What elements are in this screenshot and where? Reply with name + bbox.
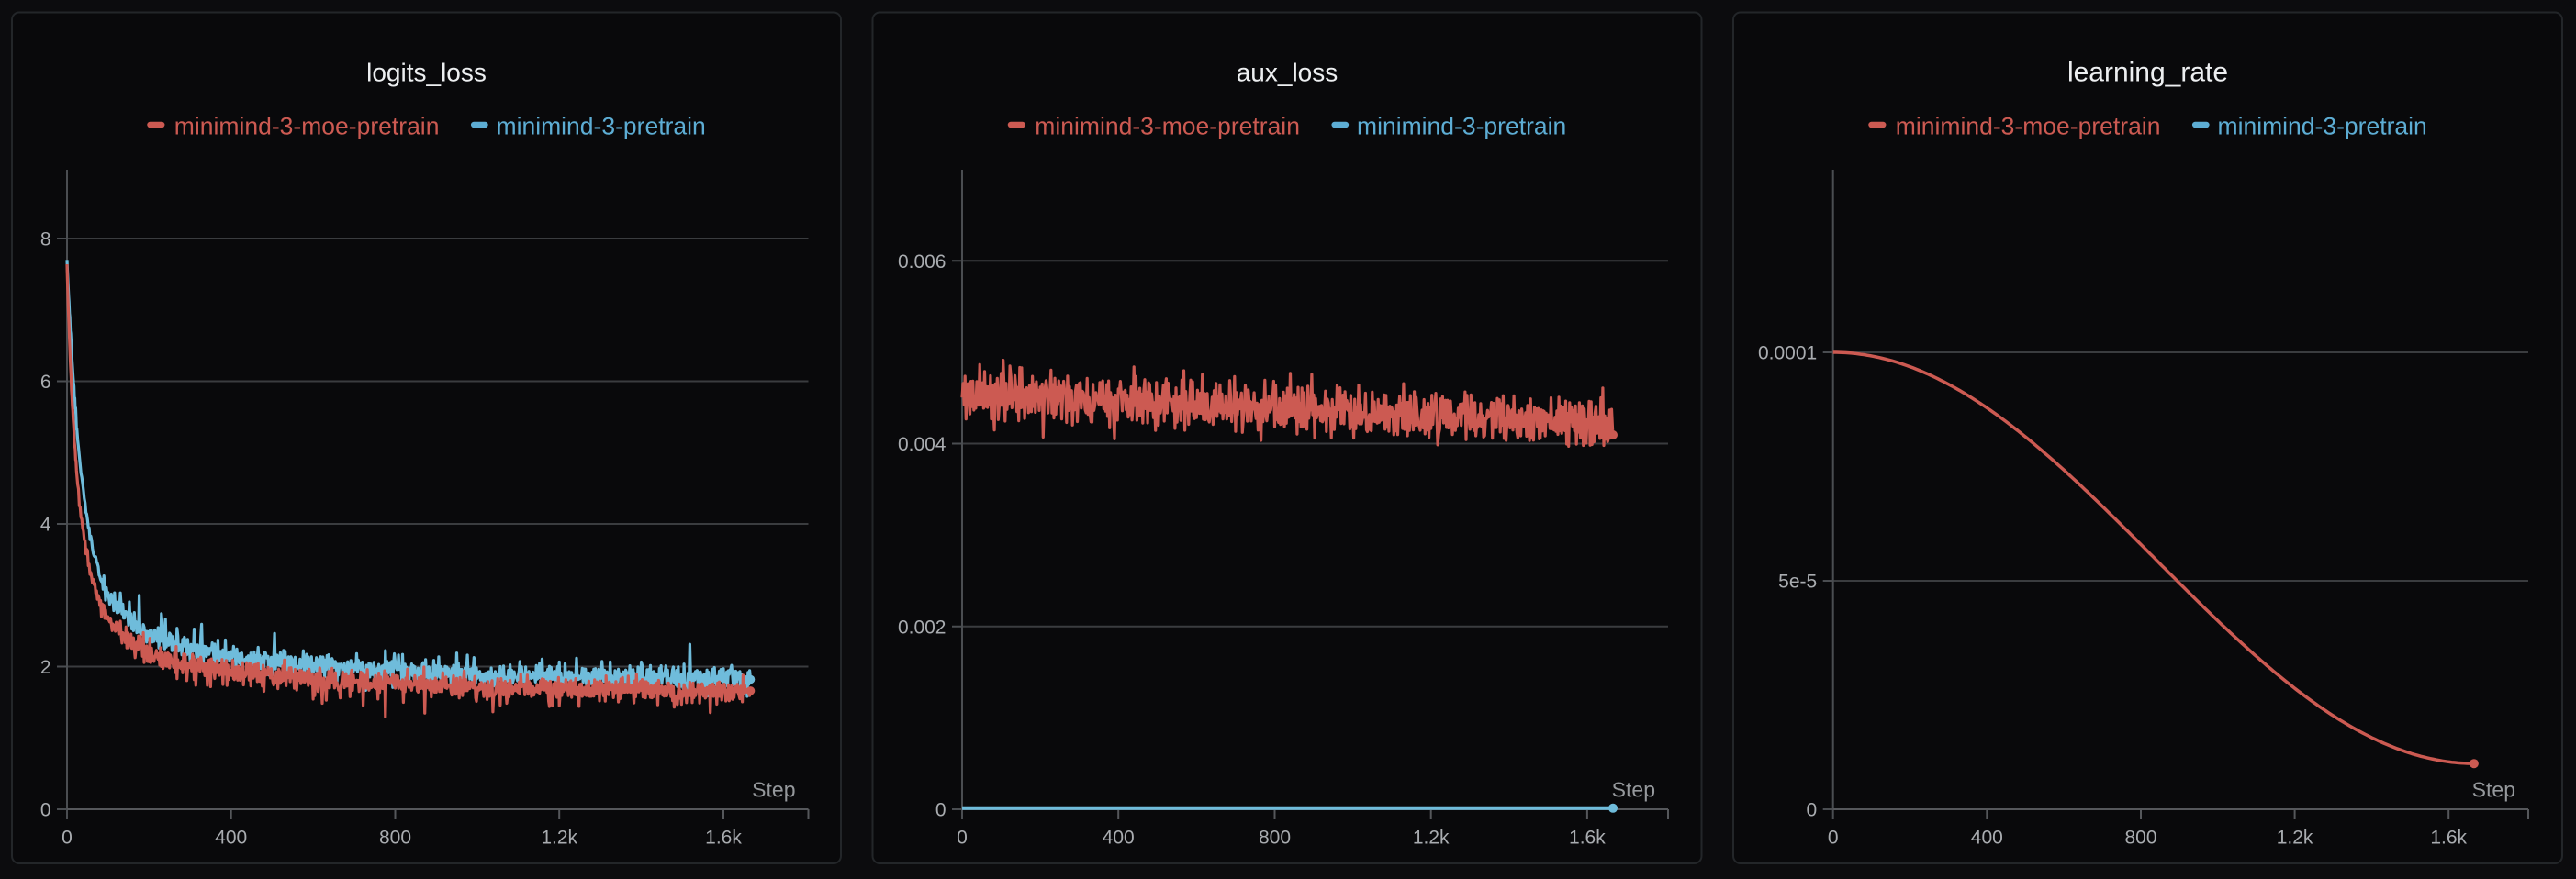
svg-text:Step: Step xyxy=(2472,778,2515,802)
svg-text:0: 0 xyxy=(935,800,946,821)
svg-text:0.0001: 0.0001 xyxy=(1758,343,1817,364)
svg-text:0: 0 xyxy=(40,800,51,821)
svg-text:0: 0 xyxy=(957,828,968,849)
svg-text:0.004: 0.004 xyxy=(898,434,946,455)
svg-text:minimind-3-moe-pretrain: minimind-3-moe-pretrain xyxy=(1896,113,2161,140)
svg-text:0: 0 xyxy=(1807,800,1818,821)
svg-text:0.006: 0.006 xyxy=(898,251,946,273)
svg-text:1.2k: 1.2k xyxy=(1413,828,1450,849)
svg-text:8: 8 xyxy=(40,229,51,250)
svg-text:logits_loss: logits_loss xyxy=(366,59,487,87)
svg-text:minimind-3-moe-pretrain: minimind-3-moe-pretrain xyxy=(1035,113,1300,140)
svg-text:aux_loss: aux_loss xyxy=(1237,59,1338,87)
svg-text:1.2k: 1.2k xyxy=(2277,828,2313,849)
svg-text:0: 0 xyxy=(62,828,73,849)
svg-text:minimind-3-pretrain: minimind-3-pretrain xyxy=(497,113,706,140)
svg-text:1.2k: 1.2k xyxy=(541,828,577,849)
svg-text:4: 4 xyxy=(40,515,51,536)
svg-text:minimind-3-pretrain: minimind-3-pretrain xyxy=(2218,113,2427,140)
svg-text:6: 6 xyxy=(40,372,51,393)
svg-text:1.6k: 1.6k xyxy=(2430,828,2467,849)
svg-text:learning_rate: learning_rate xyxy=(2067,58,2228,88)
svg-text:Step: Step xyxy=(1612,778,1655,802)
svg-text:minimind-3-pretrain: minimind-3-pretrain xyxy=(1357,113,1566,140)
svg-text:400: 400 xyxy=(1103,828,1135,849)
svg-text:minimind-3-moe-pretrain: minimind-3-moe-pretrain xyxy=(174,113,440,140)
svg-text:800: 800 xyxy=(2124,828,2156,849)
svg-text:2: 2 xyxy=(40,657,51,678)
svg-text:1.6k: 1.6k xyxy=(1569,828,1606,849)
svg-text:800: 800 xyxy=(1259,828,1291,849)
svg-text:Step: Step xyxy=(752,778,795,802)
svg-text:0.002: 0.002 xyxy=(898,617,946,638)
svg-text:5e-5: 5e-5 xyxy=(1778,572,1817,593)
svg-text:0: 0 xyxy=(1828,828,1839,849)
svg-text:400: 400 xyxy=(215,828,247,849)
svg-text:1.6k: 1.6k xyxy=(705,828,742,849)
svg-text:400: 400 xyxy=(1971,828,2003,849)
svg-text:800: 800 xyxy=(379,828,411,849)
